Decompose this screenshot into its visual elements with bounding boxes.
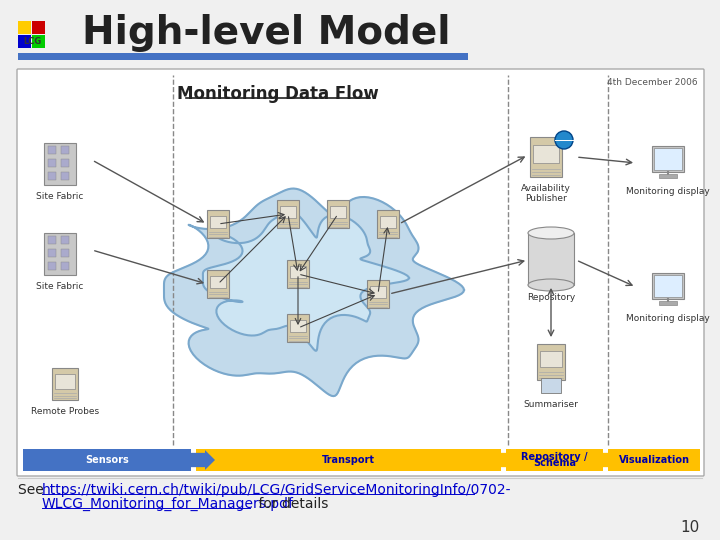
Text: https://twiki.cern.ch/twiki/pub/LCG/GridServiceMonitoringInfo/0702-: https://twiki.cern.ch/twiki/pub/LCG/Grid… [42, 483, 511, 497]
Bar [654, 275, 682, 297]
Bar [287, 260, 309, 288]
Bar [61, 172, 69, 180]
Text: Repository: Repository [527, 293, 575, 302]
Bar [290, 320, 306, 332]
Bar [61, 159, 69, 167]
Bar [18, 21, 31, 34]
Text: Monitoring display: Monitoring display [626, 314, 710, 323]
Bar [61, 146, 69, 154]
Text: WLCG_Monitoring_for_Managers.pdf: WLCG_Monitoring_for_Managers.pdf [42, 497, 294, 511]
Bar [48, 262, 56, 270]
Ellipse shape [528, 279, 574, 291]
Bar [290, 266, 306, 278]
Bar [528, 233, 574, 285]
Bar [207, 270, 229, 298]
Bar [327, 200, 349, 228]
Bar [44, 143, 76, 185]
Ellipse shape [555, 131, 573, 149]
Text: Site Fabric: Site Fabric [36, 282, 84, 291]
Text: Monitoring display: Monitoring display [626, 187, 710, 196]
Text: Summariser: Summariser [523, 400, 578, 409]
Bar [377, 210, 399, 238]
Bar [55, 374, 75, 389]
Bar [48, 159, 56, 167]
Text: Sensors: Sensors [85, 455, 129, 465]
Text: Monitoring Data Flow: Monitoring Data Flow [177, 85, 379, 103]
Text: 4th December 2006: 4th December 2006 [608, 78, 698, 87]
Text: Repository /: Repository / [521, 452, 588, 462]
Text: See: See [18, 483, 48, 497]
Text: Site Fabric: Site Fabric [36, 192, 84, 201]
Bar [44, 233, 76, 275]
Bar [533, 145, 559, 163]
Bar [652, 273, 684, 299]
Bar [196, 449, 501, 471]
Bar [370, 286, 386, 298]
Bar [367, 280, 389, 308]
Text: Visualization: Visualization [618, 455, 690, 465]
FancyArrow shape [191, 450, 215, 470]
Bar [61, 236, 69, 244]
Ellipse shape [528, 227, 574, 239]
Bar [23, 449, 191, 471]
Text: 10: 10 [680, 521, 700, 536]
FancyArrow shape [501, 450, 525, 470]
Bar [330, 206, 346, 218]
Bar [48, 249, 56, 257]
Bar [287, 314, 309, 342]
Bar [52, 368, 78, 400]
Bar [280, 206, 296, 218]
Bar [210, 275, 226, 288]
Bar [48, 146, 56, 154]
FancyBboxPatch shape [17, 69, 704, 476]
Bar [530, 137, 562, 177]
Bar [61, 262, 69, 270]
Bar [540, 351, 562, 367]
Bar [48, 172, 56, 180]
Bar [654, 148, 682, 170]
Polygon shape [203, 211, 409, 351]
Bar [608, 449, 700, 471]
Bar [652, 146, 684, 172]
Bar [18, 35, 31, 48]
Text: for details: for details [254, 497, 328, 511]
Bar [659, 301, 677, 305]
Bar [32, 35, 45, 48]
Polygon shape [164, 188, 464, 396]
Bar [537, 344, 565, 380]
Bar [48, 236, 56, 244]
Bar [18, 53, 468, 60]
Bar [506, 449, 603, 471]
Text: High-level Model: High-level Model [82, 14, 451, 52]
Bar [659, 174, 677, 178]
Text: Schema: Schema [533, 458, 576, 468]
Bar [277, 200, 299, 228]
Text: Transport: Transport [322, 455, 375, 465]
FancyArrow shape [603, 450, 627, 470]
Text: Remote Probes: Remote Probes [31, 407, 99, 416]
Bar [61, 249, 69, 257]
Bar [380, 215, 396, 228]
Bar [32, 21, 45, 34]
Bar [541, 378, 561, 393]
Text: Availability
Publisher: Availability Publisher [521, 184, 571, 204]
Bar [210, 215, 226, 228]
Text: LCG: LCG [23, 37, 41, 45]
Bar [207, 210, 229, 238]
